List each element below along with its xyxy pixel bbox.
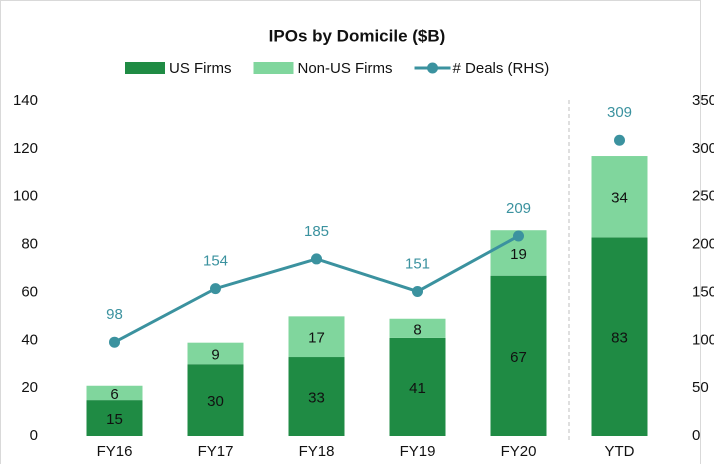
x-tick-label: FY18 bbox=[299, 443, 335, 460]
legend-label: US Firms bbox=[169, 60, 232, 77]
deals-label: 98 bbox=[106, 306, 123, 323]
bar-segment bbox=[86, 385, 143, 401]
y2-tick-label: 300 bbox=[692, 140, 714, 157]
data-label: 19 bbox=[510, 246, 527, 263]
deals-label: 151 bbox=[405, 255, 430, 272]
y-tick-label: 60 bbox=[21, 283, 38, 300]
legend-label: # Deals (RHS) bbox=[453, 60, 550, 77]
deals-marker bbox=[614, 134, 625, 146]
data-label: 8 bbox=[413, 321, 421, 338]
data-label: 41 bbox=[409, 380, 426, 397]
deals-marker bbox=[210, 283, 221, 295]
bar-segment bbox=[490, 275, 547, 436]
data-label: 34 bbox=[611, 190, 628, 207]
x-tick-label: FY16 bbox=[97, 443, 133, 460]
legend-swatch bbox=[253, 62, 294, 74]
bar-segment bbox=[591, 237, 648, 436]
bar-segment bbox=[187, 364, 244, 436]
deals-label: 309 bbox=[607, 104, 632, 121]
y2-tick-label: 50 bbox=[692, 379, 709, 396]
y2-tick-label: 100 bbox=[692, 331, 714, 348]
deals-marker bbox=[109, 336, 120, 348]
bar-segment bbox=[86, 400, 143, 436]
x-tick-label: FY19 bbox=[400, 443, 436, 460]
bar-segment bbox=[187, 342, 244, 365]
data-label: 17 bbox=[308, 330, 325, 347]
data-label: 67 bbox=[510, 349, 527, 366]
y2-tick-label: 150 bbox=[692, 283, 714, 300]
data-label: 6 bbox=[110, 386, 118, 403]
bar-segment bbox=[288, 316, 345, 358]
y-tick-label: 100 bbox=[13, 188, 38, 205]
data-label: 30 bbox=[207, 393, 224, 410]
y-tick-label: 140 bbox=[13, 92, 38, 109]
data-label: 83 bbox=[611, 330, 628, 347]
y-tick-label: 40 bbox=[21, 331, 38, 348]
y2-tick-label: 200 bbox=[692, 236, 714, 253]
x-tick-label: FY17 bbox=[198, 443, 234, 460]
deals-label: 185 bbox=[304, 223, 329, 240]
bar-segment bbox=[389, 337, 446, 436]
legend-swatch bbox=[125, 62, 165, 74]
y-tick-label: 0 bbox=[30, 427, 38, 444]
y2-tick-label: 0 bbox=[692, 427, 700, 444]
deals-marker bbox=[513, 230, 524, 242]
y2-tick-label: 250 bbox=[692, 188, 714, 205]
y-tick-label: 80 bbox=[21, 236, 38, 253]
legend-label: Non-US Firms bbox=[298, 60, 393, 77]
deals-label: 209 bbox=[506, 200, 531, 217]
data-label: 9 bbox=[211, 346, 219, 363]
bar-segment bbox=[591, 156, 648, 238]
legend-marker bbox=[427, 62, 439, 74]
data-label: 15 bbox=[106, 411, 123, 428]
x-tick-label: FY20 bbox=[501, 443, 537, 460]
y-tick-label: 120 bbox=[13, 140, 38, 157]
deals-marker bbox=[412, 285, 423, 297]
deals-label: 154 bbox=[203, 253, 228, 270]
chart-title: IPOs by Domicile ($B) bbox=[269, 26, 446, 45]
data-label: 33 bbox=[308, 389, 325, 406]
y-tick-label: 20 bbox=[21, 379, 38, 396]
bar-segment bbox=[288, 357, 345, 436]
y2-tick-label: 350 bbox=[692, 92, 714, 109]
bar-segment bbox=[389, 318, 446, 338]
x-tick-label: YTD bbox=[605, 443, 635, 460]
deals-marker bbox=[311, 253, 322, 265]
